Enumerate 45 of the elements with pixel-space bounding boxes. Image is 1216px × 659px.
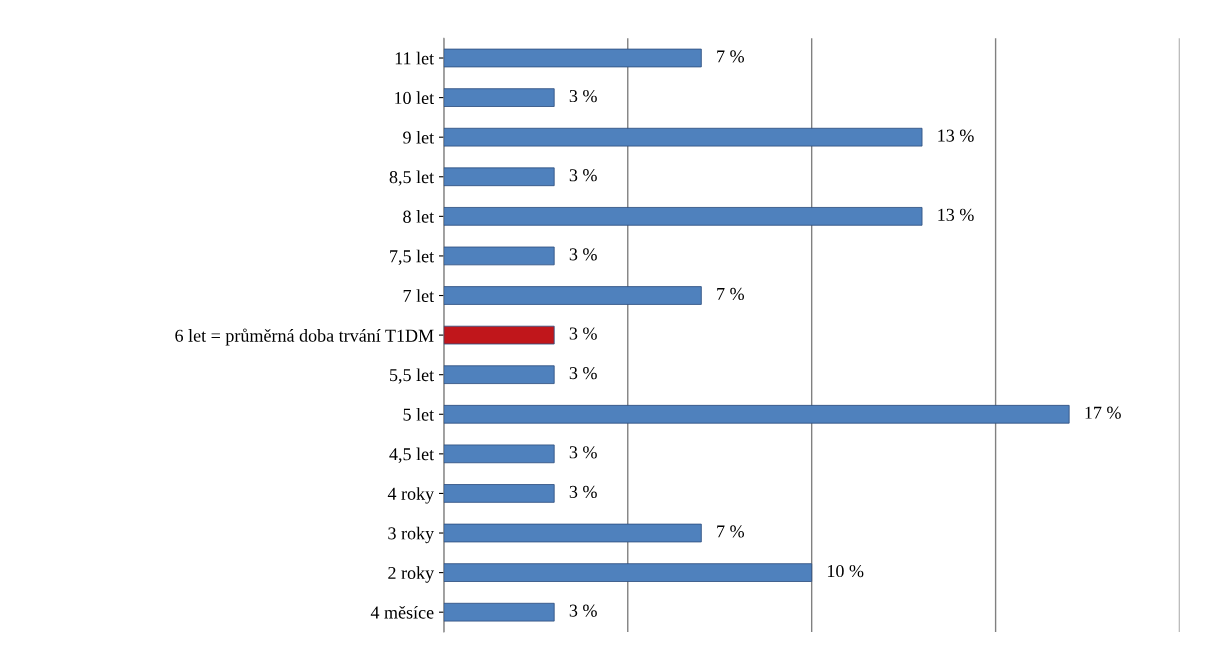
- y-tick-label: 6 let = průměrná doba trvání T1DM: [175, 328, 434, 346]
- y-tick-label: 5,5 let: [390, 368, 435, 384]
- y-tick-label: 9 let: [403, 130, 435, 144]
- bar: [443, 484, 555, 503]
- y-tick-label: 4 měsíce: [370, 605, 434, 619]
- bar: [443, 246, 555, 266]
- bar: [443, 127, 923, 147]
- y-tick-label: 8,5 let: [389, 170, 435, 186]
- data-label: 3 %: [569, 446, 597, 459]
- data-label: 3 %: [569, 169, 597, 182]
- data-label: 10 %: [827, 564, 864, 578]
- data-label: 3 %: [569, 485, 597, 499]
- bar: [443, 404, 1070, 424]
- data-label: 17 %: [1085, 406, 1121, 419]
- y-tick-label: 4,5 let: [389, 447, 435, 463]
- bar: [443, 88, 555, 107]
- bar: [443, 563, 813, 582]
- bar: [443, 207, 923, 226]
- bar: [443, 444, 555, 464]
- y-tick-label: 3 roky: [388, 526, 435, 544]
- bar: [443, 48, 702, 68]
- data-label: 13 %: [938, 208, 974, 221]
- y-tick-label: 8 let: [403, 210, 435, 223]
- data-label: 3 %: [569, 89, 597, 103]
- bar: [443, 325, 555, 345]
- y-tick-label: 7,5 let: [390, 249, 435, 265]
- bar: [443, 523, 702, 543]
- data-label: 3 %: [569, 604, 597, 617]
- data-label: 7 %: [717, 287, 745, 301]
- bar: [443, 602, 555, 622]
- data-label: 3 %: [569, 248, 597, 261]
- y-tick-label: 7 let: [403, 289, 435, 302]
- bar: [443, 365, 555, 385]
- data-label: 3 %: [569, 327, 597, 340]
- data-label: 3 %: [569, 367, 597, 380]
- data-label: 13 %: [938, 129, 974, 142]
- y-tick-label: 11 let: [395, 51, 435, 65]
- data-label: 7 %: [717, 525, 745, 538]
- data-label: 7 %: [717, 50, 745, 63]
- bar: [443, 286, 702, 305]
- y-tick-label: 2 roky: [388, 566, 435, 583]
- bar: [443, 167, 555, 187]
- y-tick-label: 4 roky: [387, 487, 435, 504]
- y-tick-label: 10 let: [395, 91, 435, 105]
- y-tick-label: 5 let: [403, 408, 435, 421]
